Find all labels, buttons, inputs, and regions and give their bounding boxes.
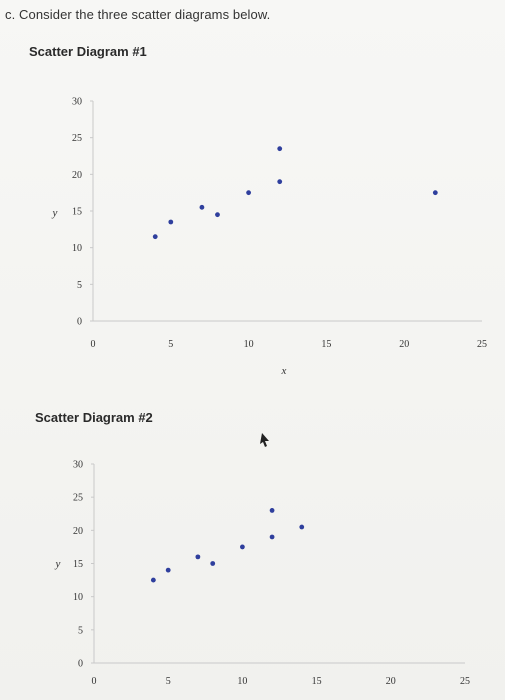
y-axis-label: y [52,207,58,219]
scatter-point [210,561,216,566]
chart-1-title: Scatter Diagram #1 [29,44,147,59]
y-tick-label: 5 [77,280,82,291]
scatter-point [277,179,283,185]
scatter-point [240,544,245,550]
scatter-point [277,146,283,152]
y-tick-label: 0 [77,317,82,328]
y-tick-label: 5 [78,625,83,636]
cursor-pointer-icon [260,433,269,447]
scatter-point [152,234,158,240]
x-tick-label: 20 [386,676,396,687]
scatter-point [269,508,275,513]
x-tick-label: 25 [477,339,487,350]
scatter-point [168,219,174,225]
scatter-point [215,212,220,218]
scatter-point [246,190,252,196]
scatter-point [432,190,438,196]
scatter-point [165,567,171,573]
y-tick-label: 10 [72,243,82,254]
x-axis-label: x [281,365,287,377]
y-tick-label: 15 [72,207,82,218]
y-tick-label: 10 [73,592,83,603]
x-tick-label: 15 [312,676,322,687]
scatter-chart-1: 0 5 10 15 20 25 30 0 5 10 15 20 25 x y [52,97,487,378]
x-tick-label: 5 [168,339,173,350]
y-tick-label: 20 [73,526,83,537]
scatter-point [299,524,305,530]
scatter-point [195,554,201,560]
y-axis-label: y [55,558,61,570]
x-tick-label: 20 [399,339,409,350]
question-text: c. Consider the three scatter diagrams b… [5,7,271,22]
scatter-point [150,577,156,583]
y-tick-label: 15 [73,559,83,570]
y-tick-label: 20 [72,170,82,181]
x-tick-label: 15 [321,339,331,350]
y-tick-label: 25 [72,133,82,144]
x-tick-label: 25 [460,676,470,687]
y-tick-label: 25 [73,493,83,504]
y-tick-label: 30 [72,97,82,108]
x-tick-label: 0 [91,339,96,350]
x-tick-label: 0 [92,676,97,687]
scatter-chart-2: 0 5 10 15 20 25 30 0 5 10 15 20 25 y [55,460,470,688]
chart-2-title: Scatter Diagram #2 [35,410,153,425]
x-tick-label: 10 [244,339,254,350]
y-tick-label: 0 [78,659,83,670]
scatter-point [199,204,205,210]
x-tick-label: 5 [166,676,171,687]
scatter-point [269,534,275,540]
y-tick-label: 30 [73,460,83,471]
x-tick-label: 10 [237,676,247,687]
